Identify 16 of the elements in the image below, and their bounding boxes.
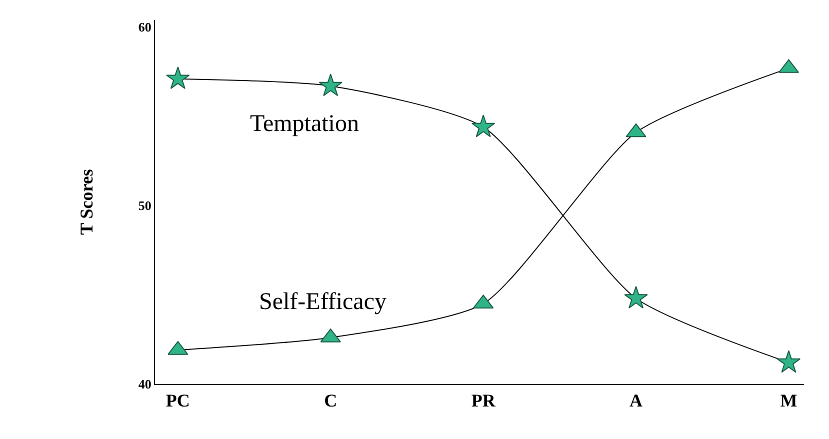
x-tick-label: M: [780, 390, 798, 411]
point: [166, 66, 190, 90]
x-tick-label: C: [324, 390, 338, 411]
point: [318, 74, 342, 96]
point: [624, 286, 648, 308]
x-tick-label: PR: [471, 390, 496, 411]
x-tick-label: A: [630, 390, 643, 411]
point: [472, 114, 496, 138]
y-tick-label: 60: [138, 20, 152, 35]
x-tick-label: PC: [166, 390, 190, 411]
point: [776, 350, 801, 373]
y-tick-label: 50: [138, 198, 152, 214]
series-label: Self-Efficacy: [259, 289, 386, 315]
y-tick-label: 40: [138, 376, 152, 392]
series-label: Temptation: [250, 111, 359, 137]
y-axis-title: T Scores: [76, 169, 97, 235]
